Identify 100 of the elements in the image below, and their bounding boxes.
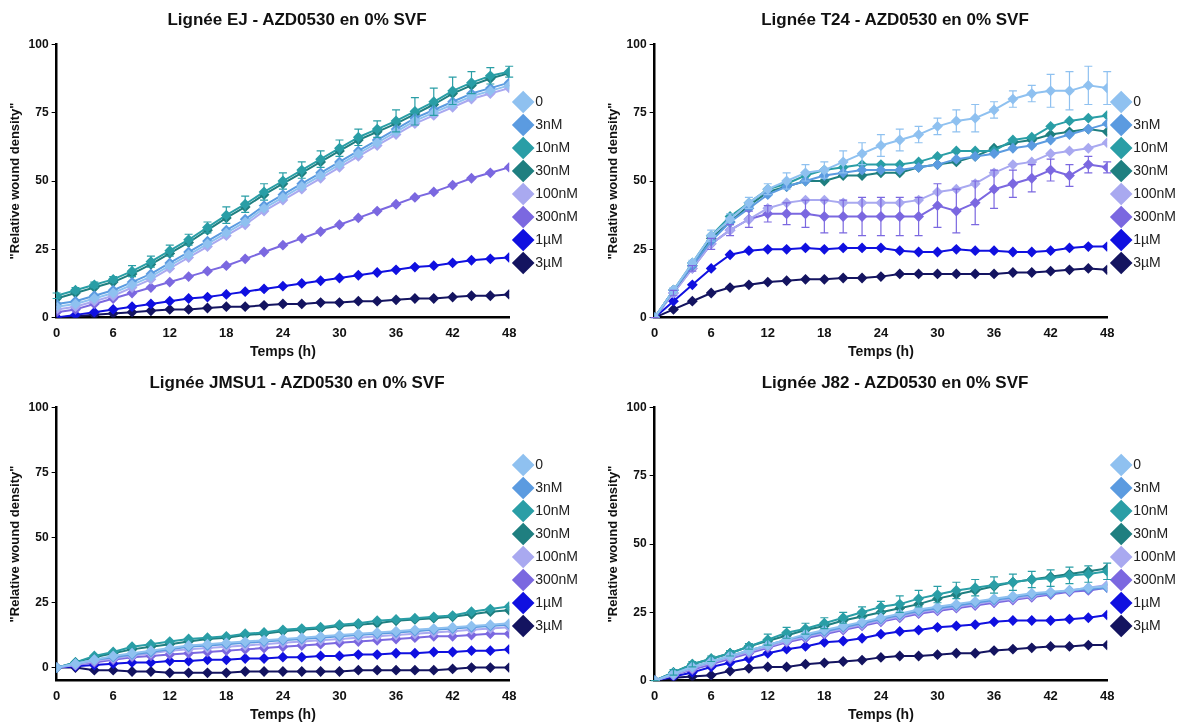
- x-tick-label: 0: [53, 324, 61, 340]
- x-tick-label: 30: [930, 324, 945, 340]
- y-tick-label: 75: [633, 468, 647, 483]
- x-tick-label: 24: [873, 687, 889, 703]
- y-tick-label: 25: [633, 241, 647, 256]
- y-tick-label: 0: [41, 309, 49, 324]
- x-tick-label: 42: [445, 324, 460, 340]
- x-axis-title: Temps (h): [847, 343, 914, 360]
- y-tick-label: 25: [633, 604, 647, 619]
- legend-label: 100nM: [535, 184, 579, 201]
- x-tick-label: 18: [219, 687, 234, 703]
- x-tick-label: 18: [219, 324, 234, 340]
- legend-label: 3nM: [1133, 478, 1161, 495]
- x-tick-label: 36: [986, 687, 1002, 703]
- legend-label: 1µM: [535, 593, 563, 610]
- legend-label: 0: [535, 455, 544, 472]
- legend-label: 0: [1133, 455, 1142, 472]
- chart-title: Lignée T24 - AZD0530 en 0% SVF: [761, 9, 1029, 29]
- y-tick-label: 75: [35, 464, 49, 479]
- x-tick-label: 36: [388, 324, 404, 340]
- x-tick-label: 24: [873, 324, 889, 340]
- legend-label: 300nM: [1133, 570, 1177, 587]
- legend-label: 0: [535, 92, 544, 109]
- legend-label: 300nM: [535, 207, 579, 224]
- legend-label: 1µM: [1133, 593, 1161, 610]
- x-tick-label: 42: [445, 687, 460, 703]
- x-axis-title: Temps (h): [847, 706, 914, 723]
- y-tick-label: 0: [639, 672, 647, 687]
- x-tick-label: 12: [162, 687, 177, 703]
- legend-label: 30nM: [1133, 161, 1169, 178]
- y-tick-label: 100: [626, 36, 647, 51]
- legend-label: 1µM: [1133, 230, 1161, 247]
- y-axis-title: "Relative wound density": [605, 102, 621, 260]
- legend-label: 0: [1133, 92, 1142, 109]
- x-tick-label: 48: [1099, 687, 1115, 703]
- x-tick-label: 12: [760, 324, 775, 340]
- x-axis-title: Temps (h): [249, 706, 316, 723]
- x-tick-label: 6: [707, 687, 715, 703]
- chart-title: Lignée JMSU1 - AZD0530 en 0% SVF: [149, 372, 445, 392]
- legend-label: 30nM: [1133, 524, 1169, 541]
- x-tick-label: 18: [817, 324, 832, 340]
- y-tick-label: 25: [35, 241, 49, 256]
- legend-label: 3nM: [1133, 115, 1161, 132]
- y-axis-title: "Relative wound density": [7, 465, 23, 623]
- legend-label: 10nM: [1133, 501, 1169, 518]
- legend-label: 3µM: [535, 616, 563, 633]
- legend-label: 30nM: [535, 161, 571, 178]
- x-tick-label: 30: [332, 687, 347, 703]
- x-tick-label: 42: [1043, 324, 1058, 340]
- x-tick-label: 36: [986, 324, 1002, 340]
- legend-label: 30nM: [535, 524, 571, 541]
- x-tick-label: 30: [930, 687, 945, 703]
- x-axis-title: Temps (h): [249, 343, 316, 360]
- x-tick-label: 0: [651, 687, 659, 703]
- legend-label: 3µM: [535, 253, 563, 270]
- y-tick-label: 100: [28, 399, 49, 414]
- y-tick-label: 100: [28, 36, 49, 51]
- x-tick-label: 12: [760, 687, 775, 703]
- legend-label: 3µM: [1133, 616, 1161, 633]
- legend-label: 3nM: [535, 115, 563, 132]
- legend-label: 10nM: [535, 138, 571, 155]
- y-tick-label: 50: [35, 173, 49, 188]
- x-tick-label: 36: [388, 687, 404, 703]
- x-tick-label: 6: [109, 324, 117, 340]
- legend-label: 1µM: [535, 230, 563, 247]
- x-tick-label: 6: [109, 687, 117, 703]
- chart-title: Lignée J82 - AZD0530 en 0% SVF: [761, 372, 1029, 392]
- legend-label: 300nM: [1133, 207, 1177, 224]
- x-tick-label: 48: [1099, 324, 1115, 340]
- y-axis-title: "Relative wound density": [7, 102, 23, 260]
- y-tick-label: 25: [35, 594, 49, 609]
- x-tick-label: 6: [707, 324, 715, 340]
- legend-label: 100nM: [1133, 547, 1177, 564]
- x-tick-label: 42: [1043, 687, 1058, 703]
- y-tick-label: 50: [633, 173, 647, 188]
- x-tick-label: 0: [53, 687, 61, 703]
- legend-label: 10nM: [535, 501, 571, 518]
- y-tick-label: 75: [35, 105, 49, 120]
- legend-label: 3nM: [535, 478, 563, 495]
- y-axis-title: "Relative wound density": [605, 465, 621, 623]
- x-tick-label: 0: [651, 324, 659, 340]
- legend-label: 10nM: [1133, 138, 1169, 155]
- legend-label: 100nM: [535, 547, 579, 564]
- x-tick-label: 18: [817, 687, 832, 703]
- legend-label: 100nM: [1133, 184, 1177, 201]
- x-tick-label: 48: [501, 324, 517, 340]
- x-tick-label: 48: [501, 687, 517, 703]
- y-tick-label: 0: [639, 309, 647, 324]
- legend-label: 3µM: [1133, 253, 1161, 270]
- y-tick-label: 75: [633, 105, 647, 120]
- x-tick-label: 24: [275, 687, 291, 703]
- legend-label: 300nM: [535, 570, 579, 587]
- y-tick-label: 50: [35, 529, 49, 544]
- y-tick-label: 100: [626, 399, 647, 414]
- y-tick-label: 0: [41, 659, 49, 674]
- chart-title: Lignée EJ - AZD0530 en 0% SVF: [167, 9, 427, 29]
- x-tick-label: 12: [162, 324, 177, 340]
- y-tick-label: 50: [633, 536, 647, 551]
- x-tick-label: 24: [275, 324, 291, 340]
- x-tick-label: 30: [332, 324, 347, 340]
